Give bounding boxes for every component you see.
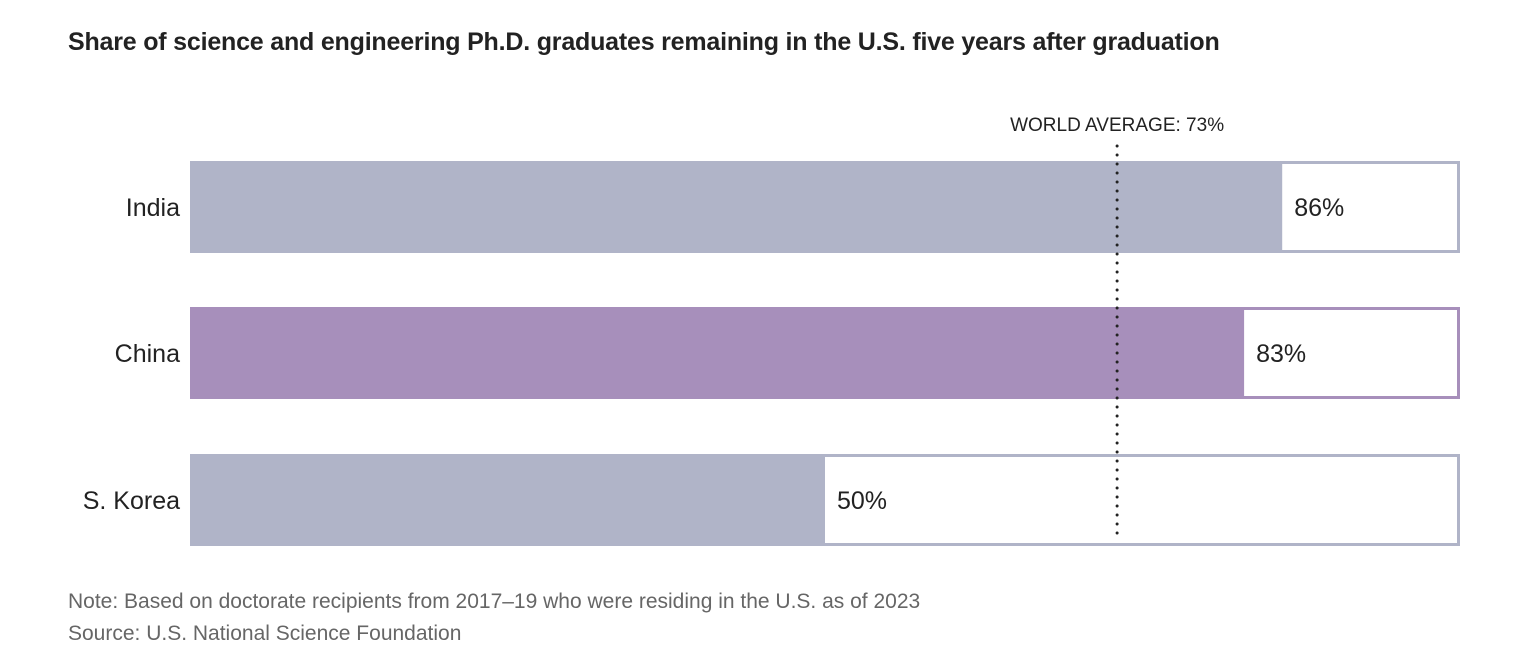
bar-chart: India 86% China 83% S. Korea 50% WORLD AVERAGE… <box>83 115 1460 546</box>
data-label: 83% <box>1256 340 1306 368</box>
category-label: S. Korea <box>83 487 180 515</box>
chart-note: Note: Based on doctorate recipients from… <box>68 590 921 613</box>
data-label: 86% <box>1294 194 1344 222</box>
bar-china <box>190 307 1245 399</box>
world-average-label: WORLD AVERAGE: 73% <box>1010 115 1224 136</box>
chart-title: Share of science and engineering Ph.D. g… <box>68 28 1220 56</box>
chart-source: Source: U.S. National Science Foundation <box>68 622 462 645</box>
category-label: China <box>115 340 180 368</box>
data-label: 50% <box>837 487 887 515</box>
bar-s-korea <box>190 454 825 546</box>
category-label: India <box>126 194 180 222</box>
bar-india <box>190 161 1283 253</box>
